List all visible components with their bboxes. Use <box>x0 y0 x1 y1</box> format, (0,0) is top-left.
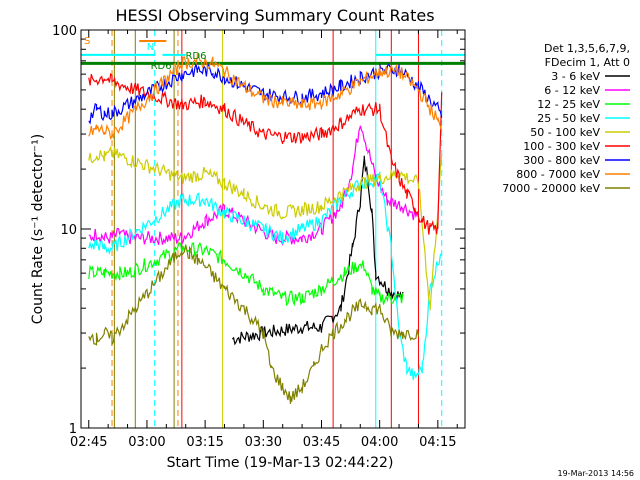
series-line-4 <box>88 145 443 311</box>
y-tick-label-1: 10 <box>60 223 77 238</box>
flag-label-0: S <box>84 36 90 47</box>
x-tick-label-1: 03:00 <box>128 435 165 450</box>
series-line-3 <box>88 171 443 380</box>
x-tick-label-3: 03:30 <box>245 435 282 450</box>
legend-header-1: FDecim 1, Att 0 <box>545 56 630 69</box>
series-line-7 <box>88 52 443 140</box>
x-axis: 02:45 03:00 03:15 03:30 03:45 04:00 04:15 <box>70 30 458 450</box>
x-axis-label: Start Time (19-Mar-13 02:44:22) <box>167 455 394 471</box>
legend-label-5: 100 - 300 keV <box>523 140 600 153</box>
chart-title: HESSI Observing Summary Count Rates <box>115 6 434 25</box>
orbit-event-lines <box>111 30 443 428</box>
series-line-2 <box>88 241 404 307</box>
legend-label-1: 6 - 12 keV <box>544 84 600 97</box>
legend: Det 1,3,5,6,7,9,FDecim 1, Att 03 - 6 keV… <box>502 42 630 195</box>
series-line-6 <box>88 63 443 125</box>
y-tick-label-2: 100 <box>52 24 77 39</box>
x-tick-label-6: 04:15 <box>419 435 456 450</box>
legend-label-3: 25 - 50 keV <box>537 112 600 125</box>
legend-label-6: 300 - 800 keV <box>523 154 600 167</box>
flag-label-1: N <box>147 42 154 53</box>
flag-label-2: RD6 <box>151 61 172 72</box>
x-tick-label-0: 02:45 <box>70 435 107 450</box>
legend-label-7: 800 - 7000 keV <box>516 168 600 181</box>
y-axis-label: Count Rate (s⁻¹ detector⁻¹) <box>30 134 46 324</box>
x-tick-label-2: 03:15 <box>186 435 223 450</box>
series-layer <box>88 52 443 404</box>
flag-label-3: RD6 <box>185 51 206 62</box>
timestamp: 19-Mar-2013 14:56 <box>558 469 635 478</box>
legend-header-0: Det 1,3,5,6,7,9, <box>544 42 630 55</box>
y-tick-label-0: 1 <box>69 422 77 437</box>
series-line-5 <box>88 72 443 235</box>
flag-bars <box>81 40 465 65</box>
legend-label-0: 3 - 6 keV <box>551 70 600 83</box>
series-line-8 <box>88 245 420 404</box>
legend-label-4: 50 - 100 keV <box>530 126 600 139</box>
x-tick-label-4: 03:45 <box>303 435 340 450</box>
legend-label-8: 7000 - 20000 keV <box>502 182 600 195</box>
flag-labels: S N RD6 RD6 <box>84 36 207 72</box>
y-axis: 1 10 100 <box>52 24 465 437</box>
legend-label-2: 12 - 25 keV <box>537 98 600 111</box>
x-tick-label-5: 04:00 <box>361 435 398 450</box>
